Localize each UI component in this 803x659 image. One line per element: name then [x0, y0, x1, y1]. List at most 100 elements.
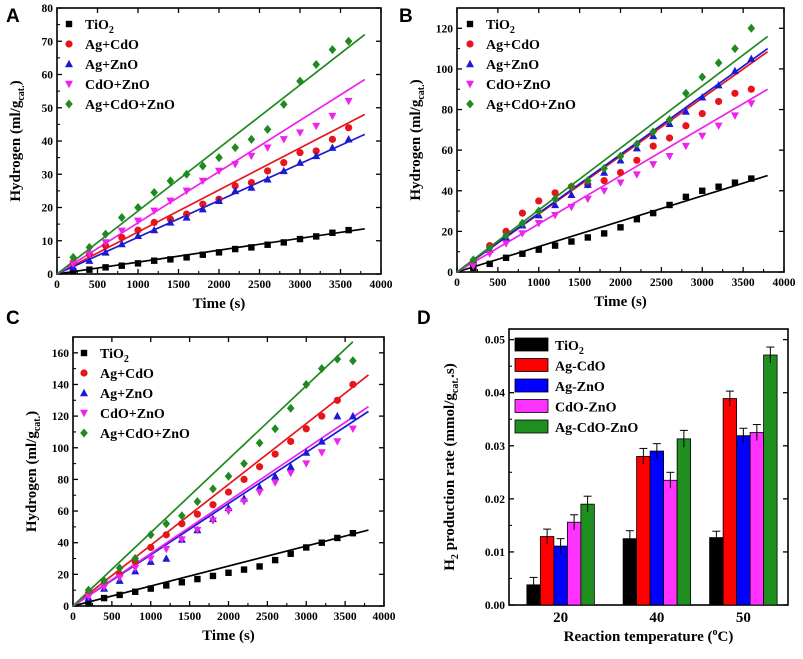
y-tick-label: 60 [42, 70, 54, 82]
fit-line [56, 113, 366, 275]
data-point [280, 159, 288, 167]
bar [749, 432, 765, 606]
data-point [519, 250, 526, 257]
data-point [714, 122, 723, 130]
data-point [730, 112, 739, 120]
data-point [134, 203, 142, 212]
data-point [209, 572, 217, 580]
x-tick-label: 2500 [248, 279, 271, 291]
data-point [215, 249, 223, 256]
bar [722, 398, 738, 606]
data-point [551, 211, 560, 220]
data-point [328, 112, 337, 121]
data-point [199, 200, 207, 208]
data-point [279, 166, 288, 175]
data-point [633, 156, 641, 164]
data-point [247, 134, 256, 144]
data-point [666, 201, 673, 209]
data-point [162, 545, 171, 554]
legend-label: CdO+ZnO [486, 78, 551, 93]
data-point [231, 186, 240, 195]
x-tick-label: 1000 [127, 279, 150, 291]
bar [622, 538, 638, 606]
data-point [296, 149, 304, 157]
data-point [318, 539, 325, 546]
data-point [650, 209, 657, 217]
fit-line [456, 88, 769, 273]
data-point [296, 235, 304, 243]
x-tick-label: 2000 [217, 611, 240, 623]
legend-swatch [514, 378, 549, 393]
data-point [256, 563, 263, 570]
legend-marker [80, 369, 88, 377]
x-tick-label: 0 [70, 611, 76, 623]
data-point [178, 520, 186, 528]
bar [709, 537, 724, 606]
data-point [131, 564, 140, 573]
legend-label: TiO2 [555, 339, 584, 357]
data-point [518, 230, 527, 238]
x-tick-label: 4000 [373, 611, 396, 623]
data-point [714, 80, 723, 89]
data-point [665, 153, 674, 161]
data-point [182, 187, 191, 196]
data-point [616, 151, 625, 161]
data-point [348, 411, 357, 420]
legend-marker [466, 80, 474, 89]
data-point [333, 438, 342, 446]
data-point [150, 218, 158, 227]
data-point [271, 472, 280, 480]
data-point [208, 517, 217, 525]
y-tick-label: 0.04 [485, 388, 505, 400]
data-point [117, 227, 126, 235]
data-point [302, 448, 311, 456]
x-tick-label: 1000 [139, 611, 162, 623]
data-point [115, 574, 124, 582]
y-tick-label: 140 [52, 379, 70, 391]
data-point [263, 175, 272, 183]
x-tick-label: 500 [89, 279, 107, 291]
data-point [535, 197, 543, 205]
y-tick-label: 60 [58, 506, 70, 518]
x-tick-label: 2000 [208, 279, 231, 291]
data-point [616, 168, 625, 177]
data-point [296, 76, 304, 86]
data-point [166, 218, 175, 226]
x-tick-label: 4000 [773, 277, 796, 289]
y-tick-label: 0.03 [485, 441, 505, 453]
data-point [698, 132, 707, 141]
legend-label: Ag+CdO [486, 38, 540, 53]
data-point [232, 245, 239, 253]
x-tick-label: 3500 [732, 277, 755, 289]
y-tick-label: 0.00 [485, 600, 505, 612]
data-point [534, 220, 543, 228]
bar [676, 438, 692, 606]
data-point [134, 260, 142, 267]
data-point [747, 85, 755, 93]
x-axis-label: Reaction temperature (oC) [564, 627, 734, 645]
data-point [167, 256, 174, 263]
y-tick-label: 0.02 [485, 494, 505, 506]
data-point [183, 254, 190, 261]
legend-label: Ag+CdO [100, 367, 154, 382]
data-point [551, 200, 560, 209]
chart-panel-c: 0 500 1000 1500 2000 2500 3000 3500 4000 0 20 40 60 8… [24, 336, 396, 644]
data-point [633, 216, 641, 223]
data-point [747, 100, 756, 108]
data-point [287, 437, 295, 446]
data-point [345, 124, 353, 132]
y-tick-label: 80 [58, 474, 70, 486]
data-point [166, 197, 175, 206]
data-point [100, 576, 108, 586]
data-point [146, 530, 155, 540]
y-tick-label: 20 [58, 569, 70, 581]
legend-marker [466, 40, 474, 48]
data-point [85, 256, 94, 264]
data-point [147, 585, 154, 592]
data-point [255, 438, 264, 448]
legend-label: Ag+CdO+ZnO [100, 427, 190, 442]
panel-label-c: C [6, 308, 20, 329]
data-point [198, 177, 207, 186]
data-point [70, 268, 77, 275]
data-point [681, 142, 690, 151]
